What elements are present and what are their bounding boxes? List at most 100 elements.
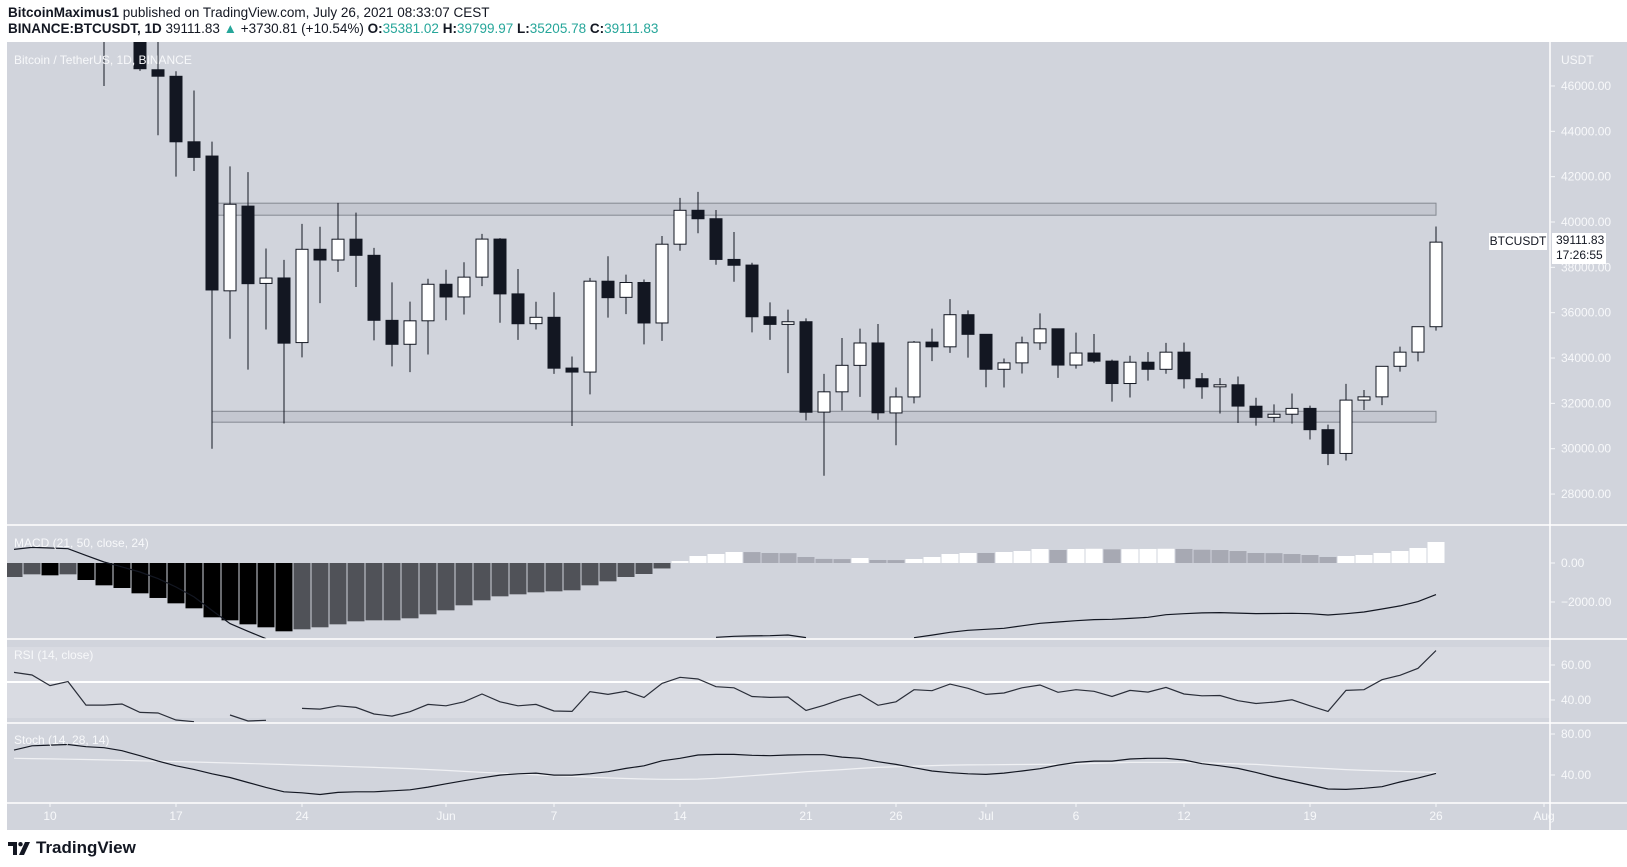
- candle-up: [457, 276, 471, 298]
- macd-histogram-bar: [1373, 552, 1391, 563]
- time-tick-label: 6: [1073, 809, 1080, 823]
- rsi-tick-label: 40.00: [1561, 693, 1591, 707]
- candle-down: [745, 264, 759, 318]
- macd-histogram-bar: [1355, 555, 1373, 563]
- macd-tick-label: −2000.00: [1561, 595, 1612, 609]
- candle-down: [979, 333, 993, 370]
- last-price-tag-value: 39111.83: [1556, 233, 1605, 247]
- macd-histogram-bar: [401, 563, 419, 619]
- macd-histogram-bar: [599, 563, 617, 582]
- candle-down: [1177, 351, 1191, 380]
- price-axis[interactable]: 28000.00 30000.00 32000.00 34000.00 36000.00…: [1550, 79, 1612, 782]
- candle-up: [781, 321, 795, 325]
- macd-histogram-bar: [167, 563, 185, 604]
- published-text: published on TradingView.com, July 26, 2…: [122, 5, 490, 20]
- candle-down: [205, 155, 219, 291]
- candle-up: [1393, 351, 1407, 367]
- macd-histogram-bar: [437, 563, 455, 611]
- macd-histogram-bar: [779, 553, 797, 563]
- candle-up: [583, 280, 597, 373]
- candle-down: [799, 321, 813, 413]
- macd-histogram-bar: [7, 563, 23, 578]
- macd-histogram-bar: [617, 563, 635, 578]
- candle-up: [421, 283, 435, 322]
- macd-plot: [7, 541, 1445, 639]
- macd-histogram-bar: [977, 552, 995, 563]
- macd-histogram-bar: [59, 563, 77, 575]
- tradingview-logo-icon: [8, 841, 30, 855]
- candle-up: [853, 342, 867, 366]
- candle-down: [709, 218, 723, 260]
- candle-up: [673, 209, 687, 245]
- macd-histogram-bar: [41, 563, 59, 576]
- candle-down: [547, 316, 561, 369]
- time-tick-label: 19: [1303, 809, 1317, 823]
- macd-histogram-bar: [1067, 548, 1085, 563]
- stoch-plot: [13, 743, 1437, 796]
- candle-up: [907, 341, 921, 398]
- symbol-price-tag: BTCUSDT: [1489, 233, 1547, 250]
- candle-up: [1213, 384, 1227, 388]
- time-tick-label: Jul: [978, 809, 993, 823]
- price-change: +3730.81 (+10.54%): [240, 21, 364, 36]
- time-tick-label: 24: [295, 809, 309, 823]
- high-value: 39799.97: [456, 21, 514, 36]
- macd-histogram-bar: [1157, 548, 1175, 563]
- candle-up: [619, 282, 633, 298]
- time-tick-label: 26: [889, 809, 903, 823]
- price-tick-label: 42000.00: [1561, 170, 1611, 184]
- rsi-line: [229, 714, 267, 722]
- author-name[interactable]: BitcoinMaximus1: [8, 5, 120, 20]
- price-legend: Bitcoin / TetherUS, 1D, BINANCE: [14, 53, 192, 67]
- candle-down: [1231, 384, 1245, 407]
- macd-histogram-bar: [761, 552, 779, 563]
- symbol-name: BINANCE:BTCUSDT, 1D: [8, 21, 162, 36]
- macd-histogram-bar: [275, 563, 293, 632]
- candle-down: [871, 342, 885, 414]
- candle-down: [1051, 328, 1065, 366]
- low-label: L:: [517, 21, 530, 36]
- price-tick-label: 32000.00: [1561, 396, 1611, 410]
- candle-down: [1195, 378, 1209, 388]
- macd-histogram-bar: [509, 563, 527, 595]
- macd-histogram-bar: [905, 559, 923, 563]
- rsi-legend: RSI (14, close): [14, 648, 93, 662]
- candle-down: [637, 282, 651, 324]
- price-tick-label: 34000.00: [1561, 351, 1611, 365]
- macd-histogram-bar: [329, 563, 347, 625]
- macd-histogram-bar: [1247, 552, 1265, 563]
- stoch-tick-label: 80.00: [1561, 727, 1591, 741]
- last-price: 39111.83: [165, 21, 220, 36]
- candle-up: [403, 320, 417, 345]
- macd-histogram-bar: [1409, 548, 1427, 563]
- candle-up: [1339, 399, 1353, 454]
- macd-histogram-bar: [1229, 551, 1247, 563]
- macd-histogram-bar: [293, 563, 311, 630]
- candle-down: [961, 314, 975, 335]
- candle-down: [763, 316, 777, 325]
- time-axis[interactable]: 10 17 24 Jun 7 14 21 26 Jul 6 12 19 26 Aug: [43, 803, 1555, 823]
- candle-down: [1303, 407, 1317, 431]
- tradingview-logo[interactable]: TradingView: [8, 838, 136, 858]
- candle-down: [1249, 405, 1263, 418]
- candle-down: [925, 341, 939, 348]
- candle-up: [1033, 328, 1047, 344]
- price-tick-label: 30000.00: [1561, 442, 1611, 456]
- macd-histogram-bar: [311, 563, 329, 628]
- bar-countdown: 17:26:55: [1556, 248, 1603, 262]
- close-value: 39111.83: [604, 21, 659, 36]
- macd-histogram-bar: [581, 563, 599, 586]
- candle-up: [295, 248, 309, 344]
- price-tick-label: 28000.00: [1561, 487, 1611, 501]
- candle-down: [1087, 352, 1101, 362]
- rsi-tick-label: 60.00: [1561, 658, 1591, 672]
- rsi-line: [13, 671, 195, 723]
- macd-histogram-bar: [221, 563, 239, 621]
- macd-histogram-bar: [527, 563, 545, 593]
- macd-histogram-bar: [1193, 549, 1211, 563]
- time-tick-label: 12: [1177, 809, 1191, 823]
- stoch-k-line: [13, 743, 1437, 796]
- macd-histogram-bar: [23, 563, 41, 575]
- macd-histogram-bar: [797, 556, 815, 563]
